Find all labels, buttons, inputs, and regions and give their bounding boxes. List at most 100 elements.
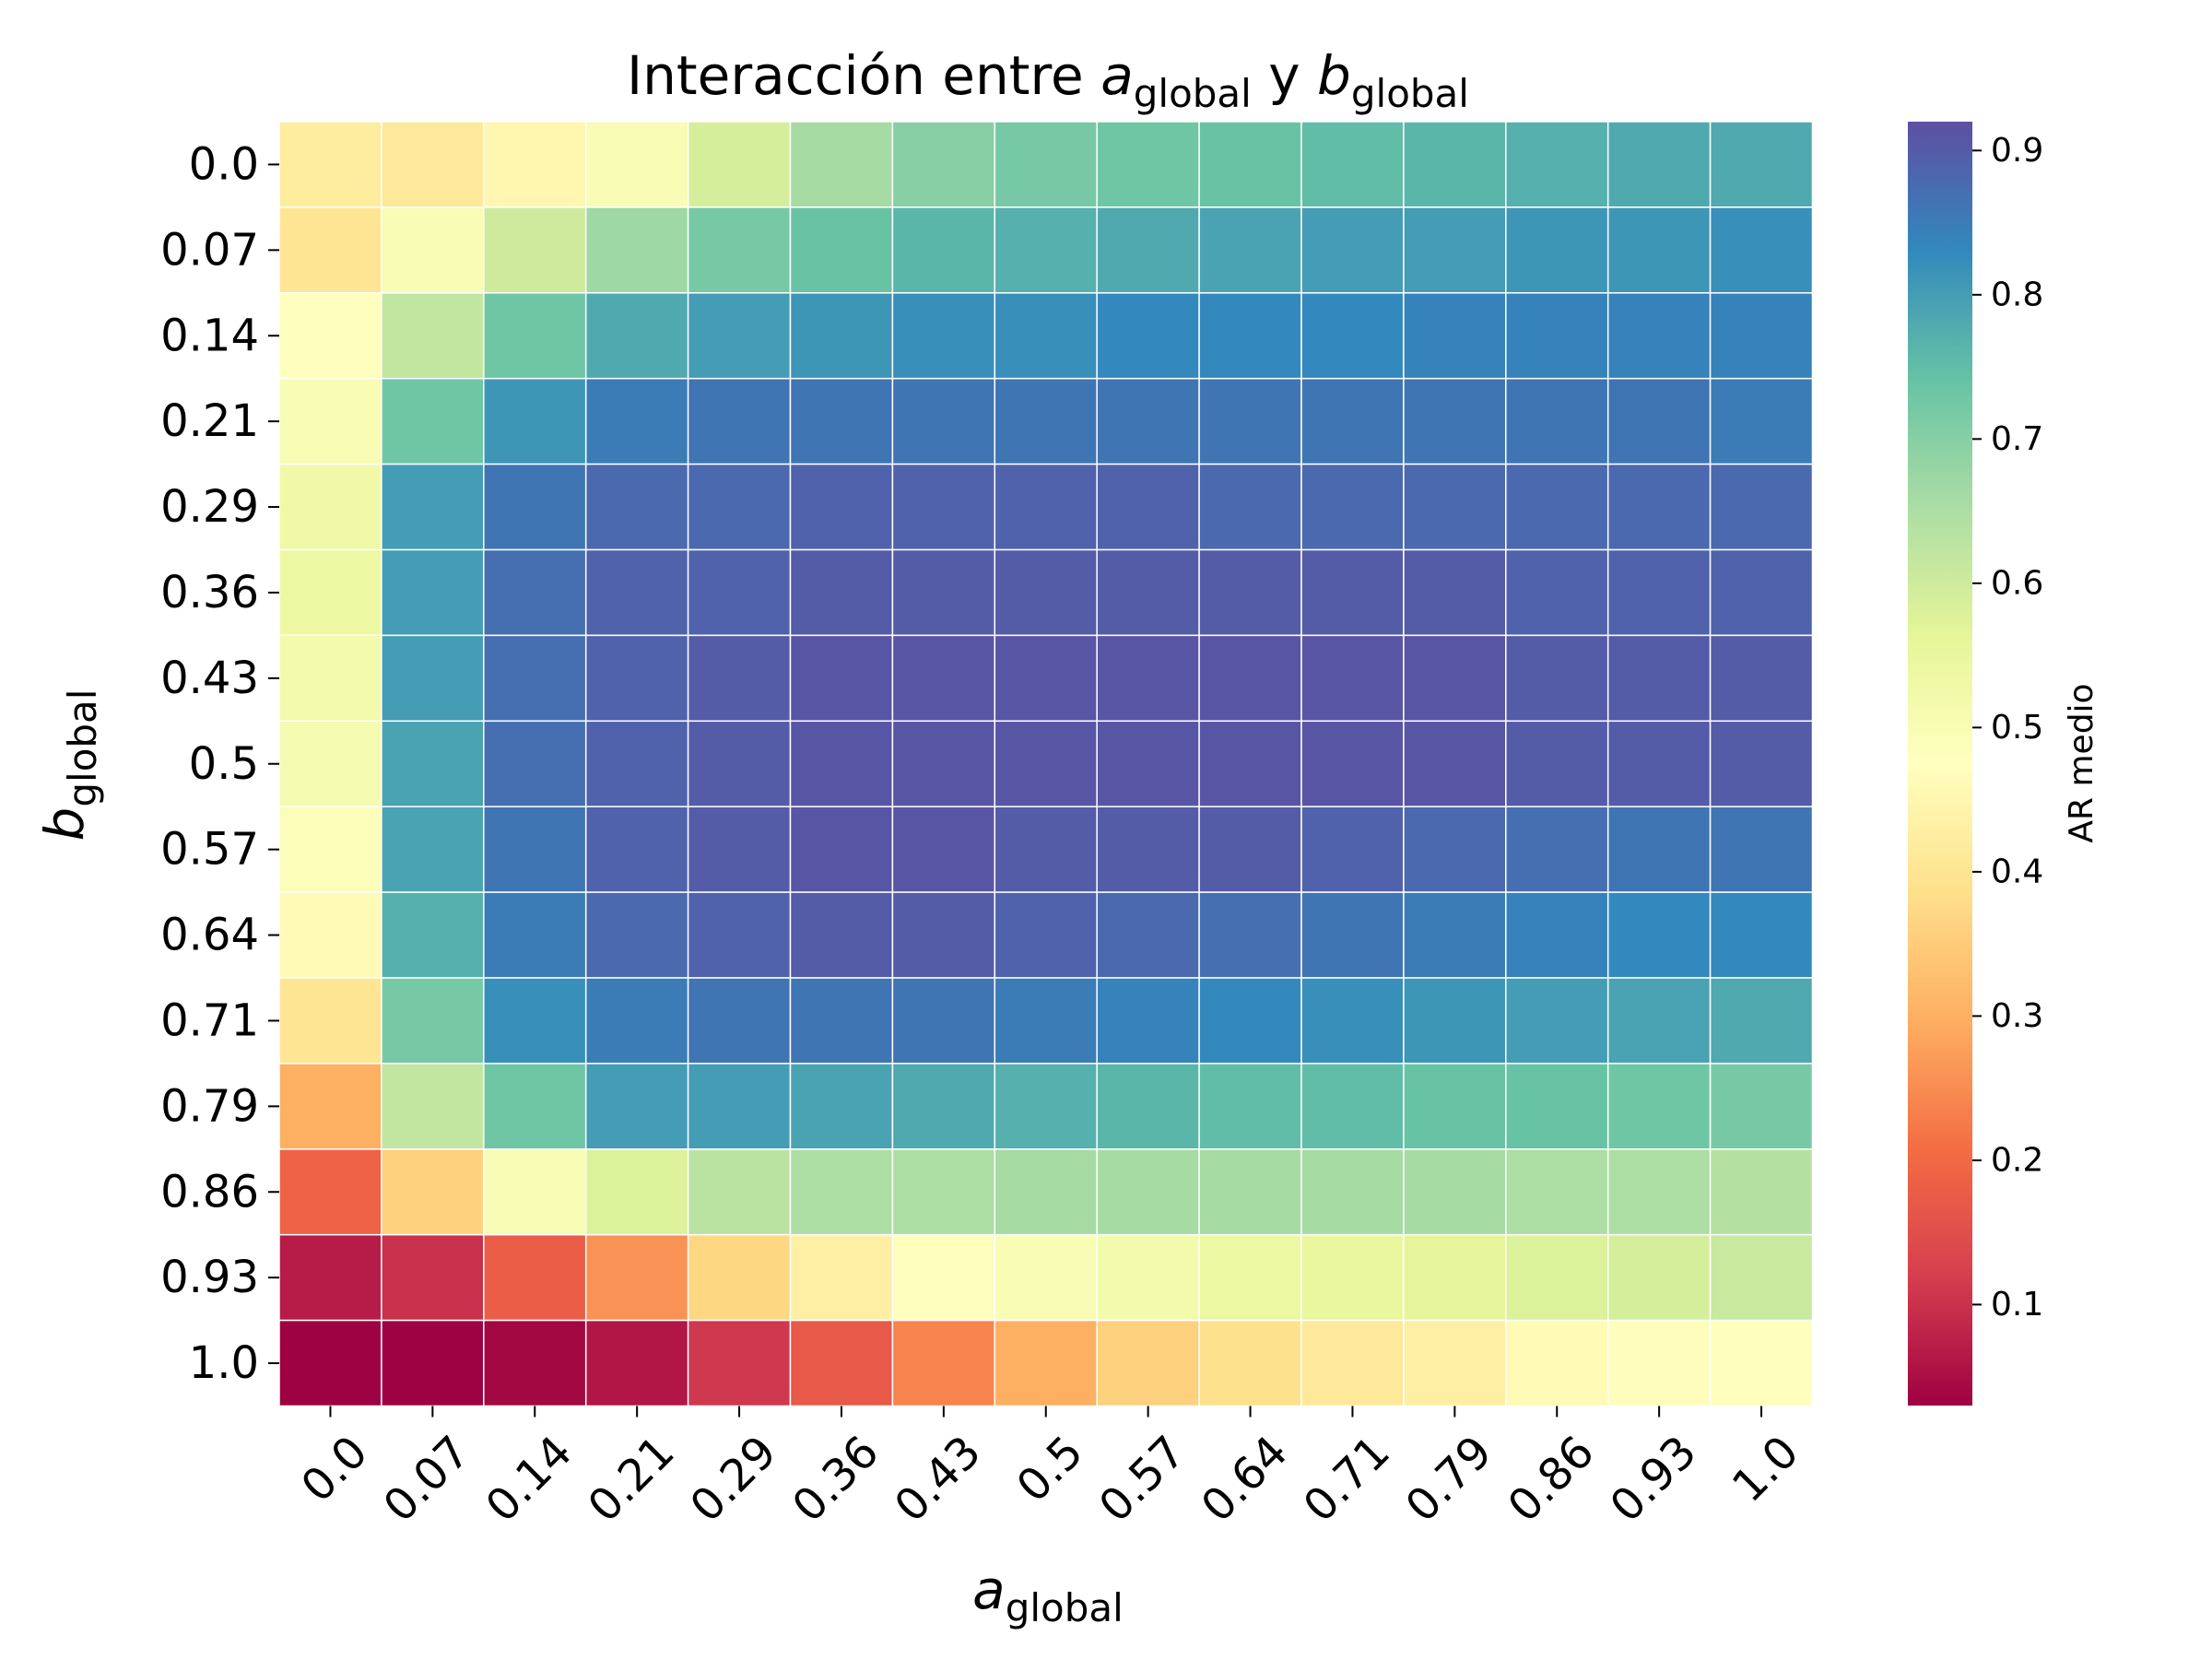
- heatmap-cell: [891, 121, 996, 208]
- heatmap-cell: [687, 548, 792, 637]
- heatmap-cell: [1505, 548, 1609, 637]
- heatmap-cell: [1300, 463, 1405, 551]
- heatmap-cell: [994, 1233, 1098, 1322]
- heatmap-cell: [994, 206, 1098, 294]
- heatmap-cell: [1709, 977, 1814, 1065]
- heatmap-cell: [483, 1148, 587, 1236]
- heatmap-cell: [1709, 1319, 1814, 1407]
- heatmap-cell: [1606, 1148, 1712, 1236]
- heatmap-cell: [278, 1063, 382, 1150]
- heatmap-cell: [994, 377, 1098, 465]
- heatmap-cell: [1198, 1148, 1302, 1236]
- heatmap-cell: [1606, 206, 1712, 294]
- heatmap-cell: [891, 806, 996, 893]
- colorbar-tick-label: 0.6: [1991, 564, 2043, 602]
- x-tick-label: 0.36: [782, 1426, 888, 1532]
- y-tick-label: 0.29: [160, 481, 259, 533]
- heatmap-cell: [1300, 891, 1405, 979]
- x-axis-label: aglobal: [972, 1559, 1124, 1630]
- heatmap-cell: [1403, 977, 1507, 1065]
- x-axis-label-text: aglobal: [972, 1559, 1124, 1630]
- y-tick-label: 0.79: [160, 1080, 259, 1132]
- heatmap-cell: [483, 1233, 587, 1322]
- heatmap-cell: [1505, 121, 1609, 208]
- heatmap-cell: [381, 634, 485, 723]
- heatmap-cell: [1709, 634, 1814, 723]
- heatmap-cell: [687, 1319, 792, 1407]
- heatmap-cell: [994, 634, 1098, 723]
- heatmap-cell: [1403, 121, 1507, 208]
- heatmap-cell: [1403, 548, 1507, 637]
- colorbar-tick-label: 0.8: [1991, 276, 2043, 313]
- heatmap-cell: [483, 806, 587, 893]
- heatmap-cell: [1096, 548, 1200, 637]
- colorbar-tick-label: 0.1: [1991, 1286, 2043, 1324]
- heatmap-cell: [1096, 121, 1200, 208]
- heatmap-cell: [1198, 634, 1302, 723]
- heatmap-cell: [1403, 720, 1507, 807]
- heatmap-cell: [1198, 1233, 1302, 1322]
- colorbar-tick-label: 0.9: [1991, 132, 2043, 170]
- heatmap-cell: [687, 377, 792, 465]
- heatmap-cell: [789, 720, 894, 807]
- colorbar: 0.1 0.2 0.3 0.4 0.5 0.6 0.7 0.8 0.9 AR medio: [1908, 122, 2100, 1406]
- heatmap-cell: [1300, 377, 1405, 465]
- heatmap-cell: [1709, 891, 1814, 979]
- heatmap-cell: [1300, 720, 1405, 807]
- heatmap-cell: [584, 891, 689, 979]
- y-tick-label: 0.14: [160, 310, 259, 361]
- heatmap-cell: [789, 206, 894, 294]
- heatmap-cell: [483, 977, 587, 1065]
- heatmap-cell: [1505, 463, 1609, 551]
- heatmap-cell: [381, 1148, 485, 1236]
- heatmap-cell: [1198, 121, 1302, 208]
- heatmap-cell: [891, 891, 996, 979]
- colorbar-label: AR medio: [2063, 683, 2100, 842]
- heatmap-cell: [1096, 720, 1200, 807]
- y-tick-label: 0.36: [160, 567, 259, 618]
- heatmap-cell: [687, 292, 792, 380]
- heatmap-cell: [483, 377, 587, 465]
- chart-title: Interacción entre aglobal y bglobal: [627, 44, 1469, 116]
- heatmap-cell: [1403, 206, 1507, 294]
- heatmap-cell: [994, 977, 1098, 1065]
- y-tick-label: 0.71: [160, 994, 259, 1046]
- heatmap-cell: [994, 548, 1098, 637]
- heatmap-cell: [1606, 891, 1712, 979]
- heatmap-cell: [687, 206, 792, 294]
- heatmap-cell: [1606, 463, 1712, 551]
- heatmap-cell: [584, 463, 689, 551]
- heatmap-cell: [891, 1319, 996, 1407]
- heatmap-cell: [278, 1233, 382, 1322]
- heatmap-cell: [381, 1063, 485, 1150]
- y-tick-label: 0.21: [160, 395, 259, 447]
- heatmap-cell: [1403, 1233, 1507, 1322]
- heatmap-cell: [584, 720, 689, 807]
- heatmap-cell: [1606, 548, 1712, 637]
- heatmap-cell: [891, 1148, 996, 1236]
- heatmap-cell: [278, 720, 382, 807]
- heatmap-cell: [789, 977, 894, 1065]
- y-tick-label: 0.93: [160, 1252, 259, 1303]
- heatmap-cell: [278, 206, 382, 294]
- heatmap-cell: [1198, 292, 1302, 380]
- heatmap-cell: [1709, 1148, 1814, 1236]
- heatmap-cell: [1606, 292, 1712, 380]
- heatmap-cell: [891, 1233, 996, 1322]
- heatmap-cell: [687, 121, 792, 208]
- heatmap-cell: [278, 1148, 382, 1236]
- heatmap-cell: [381, 377, 485, 465]
- heatmap-cell: [994, 1063, 1098, 1150]
- heatmap-cell: [381, 720, 485, 807]
- heatmap-cell: [1300, 977, 1405, 1065]
- heatmap-cell: [278, 548, 382, 637]
- y-tick-label: 0.07: [160, 224, 259, 276]
- heatmap-cell: [891, 1063, 996, 1150]
- heatmap-cell: [1096, 891, 1200, 979]
- heatmap-cell: [994, 891, 1098, 979]
- heatmap-cell: [1606, 121, 1712, 208]
- heatmap-cell: [789, 1233, 894, 1322]
- heatmap-cell: [584, 377, 689, 465]
- heatmap-cell: [278, 806, 382, 893]
- heatmap-cell: [1709, 292, 1814, 380]
